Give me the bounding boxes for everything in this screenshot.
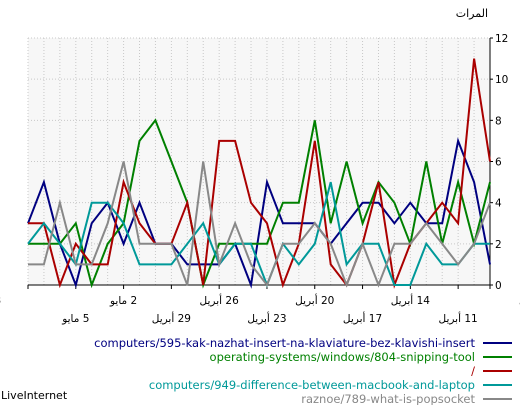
series-line-5 <box>28 161 491 288</box>
x-tick-label: 17 أبريل <box>343 311 382 325</box>
y-tick-label: 10 <box>495 74 508 86</box>
y-tick-label: 2 <box>495 239 502 251</box>
y-tick-label: 6 <box>495 157 502 169</box>
legend-label-2: operating-systems/windows/804-snipping-t… <box>210 350 475 364</box>
legend-label-5: raznoe/789-what-is-popsocket <box>301 392 475 405</box>
x-tick-label: 20 أبريل <box>295 293 334 307</box>
y-tick-label: 4 <box>495 198 502 210</box>
y-tick-label: 12 <box>495 33 508 45</box>
legend-label-1: computers/595-kak-nazhat-insert-na-klavi… <box>94 336 475 350</box>
y-tick-label: 0 <box>495 280 502 292</box>
y-tick-label: 8 <box>495 115 502 127</box>
x-tick-label: 29 أبريل <box>152 311 191 325</box>
series-line-2 <box>28 118 491 289</box>
x-tick-label: 5 مايو <box>61 313 89 325</box>
x-tick-label: 26 أبريل <box>200 293 240 307</box>
y-axis-label: المرات <box>456 7 488 20</box>
series-line-1 <box>27 137 491 289</box>
legend-label-3: / <box>471 364 475 378</box>
legend: computers/595-kak-nazhat-insert-na-klavi… <box>94 336 512 405</box>
x-tick-label: 23 أبريل <box>247 311 286 325</box>
x-tick-label: 2 مايو <box>109 295 137 307</box>
x-tick-label: 14 أبريل <box>391 293 431 307</box>
y-axis-ticks: 0 2 4 6 8 10 12 <box>490 33 508 292</box>
x-tick-label: 11 أبريل <box>439 311 478 325</box>
series-lines <box>27 58 491 289</box>
x-tick-label: 8 مايو <box>0 295 1 307</box>
legend-label-4: computers/949-difference-between-macbook… <box>149 378 475 392</box>
brand-label: LiveInternet <box>1 389 68 402</box>
series-line-4 <box>27 181 490 288</box>
x-axis-ticks: 8 مايو 5 مايو 2 مايو 29 أبريل 26 أبريل 23 أبر… <box>0 285 520 325</box>
